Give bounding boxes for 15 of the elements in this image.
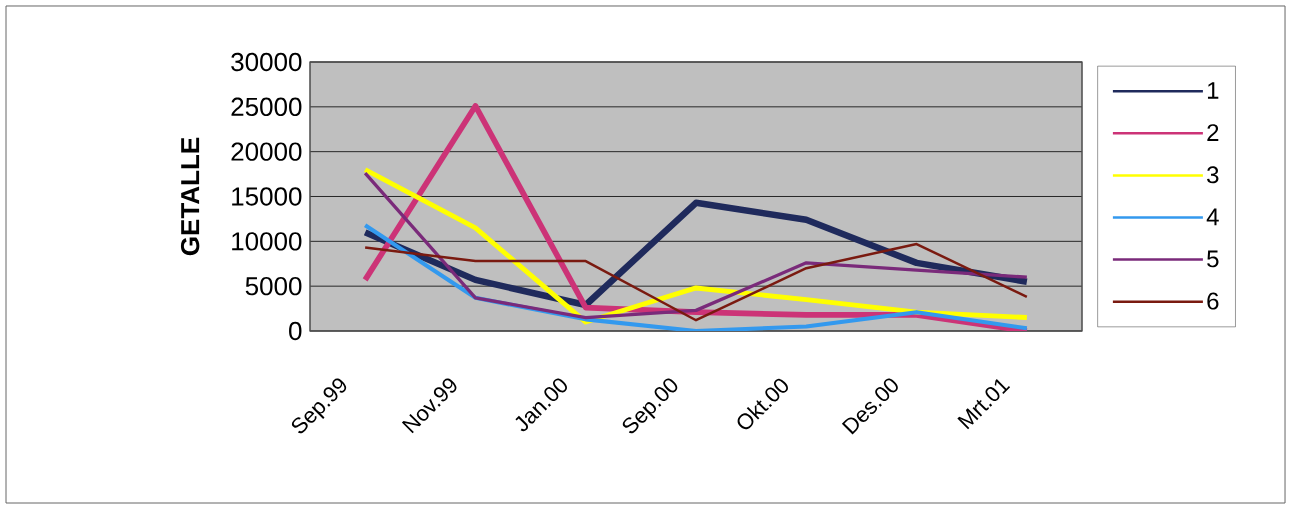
y-tick-label: 5000 [245, 276, 302, 296]
y-tick-label: 0 [289, 321, 302, 341]
legend-label: 2 [1207, 124, 1219, 141]
legend-label: 5 [1207, 250, 1219, 268]
line-series [363, 242, 1029, 322]
legend-label: 3 [1207, 166, 1219, 184]
y-tick-label: 25000 [231, 97, 302, 117]
y-tick-label: 20000 [231, 142, 302, 161]
legend-label: 1 [1207, 82, 1219, 99]
y-tick-label: 15000 [232, 187, 302, 206]
y-tick-label: 30000 [231, 52, 302, 72]
y-tick-label: 10000 [232, 232, 302, 251]
legend-label: 4 [1206, 208, 1219, 226]
y-axis-title: GETALLE [180, 137, 200, 256]
legend-label: 6 [1207, 292, 1219, 310]
